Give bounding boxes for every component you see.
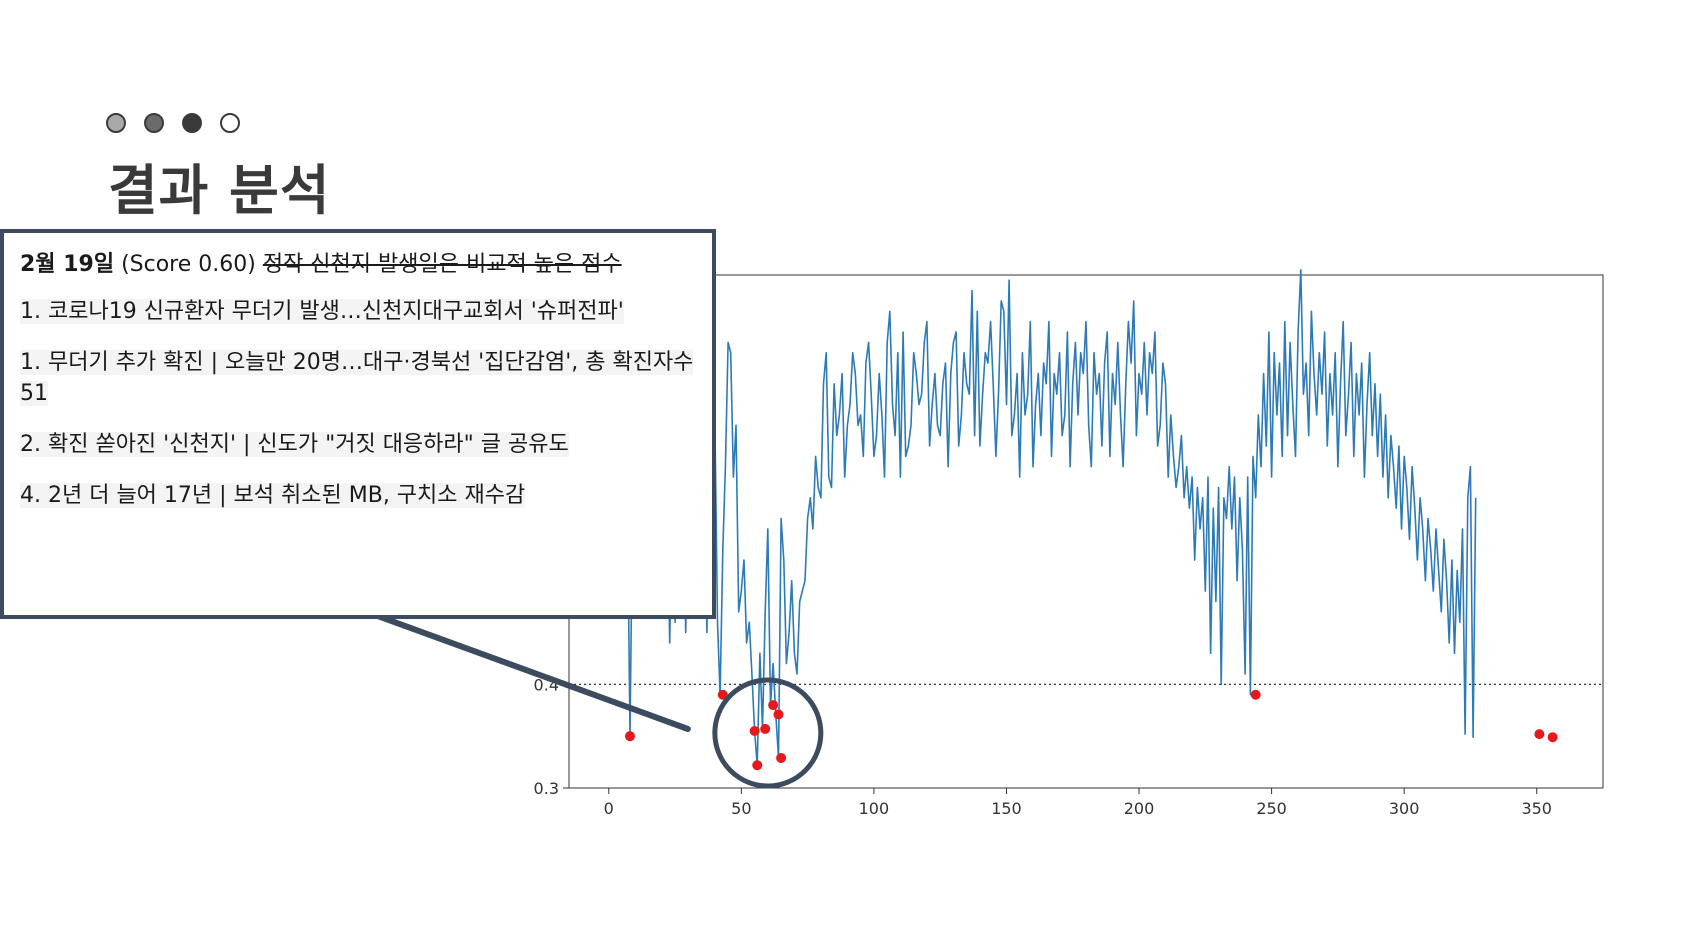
x-tick-label: 250 xyxy=(1256,799,1287,818)
callout-struck-note: 정작 신천지 발생일은 비교적 높은 점수 xyxy=(262,252,622,277)
anomaly-point xyxy=(752,760,763,771)
anomaly-point xyxy=(760,723,771,734)
news-item: 4. 2년 더 늘어 17년 | 보석 취소된 MB, 구치소 재수감 xyxy=(20,483,526,508)
anomaly-point xyxy=(624,731,635,742)
x-tick-label: 100 xyxy=(859,799,890,818)
callout-heading: 2월 19일 (Score 0.60) 정작 신천지 발생일은 비교적 높은 점… xyxy=(20,249,698,280)
nav-dot-3-current[interactable] xyxy=(182,113,202,133)
news-item: 1. 무더기 추가 확진 | 오늘만 20명…대구·경북선 '집단감염', 총 … xyxy=(20,350,694,406)
nav-dot-4[interactable] xyxy=(220,113,240,133)
anomaly-point xyxy=(776,752,787,763)
nav-dot-2[interactable] xyxy=(144,113,164,133)
anomaly-point xyxy=(1547,732,1558,743)
news-item: 1. 코로나19 신규환자 무더기 발생…신천지대구교회서 '슈퍼전파' xyxy=(20,299,624,324)
score-series-line xyxy=(608,268,1477,767)
x-tick-label: 300 xyxy=(1389,799,1420,818)
x-tick-label: 0 xyxy=(604,799,614,818)
anomaly-point xyxy=(717,689,728,700)
x-tick-label: 200 xyxy=(1124,799,1155,818)
anomaly-layer xyxy=(624,689,1558,771)
anomaly-point xyxy=(1534,729,1545,740)
plot-area-frame xyxy=(568,274,1604,789)
series-layer xyxy=(608,268,1477,767)
nav-dot-1[interactable] xyxy=(106,113,126,133)
page-title: 결과 분석 xyxy=(108,159,331,222)
x-tick-label: 150 xyxy=(991,799,1022,818)
anomaly-point xyxy=(1250,689,1261,700)
chart-frame xyxy=(568,274,1604,789)
slide-nav-dots xyxy=(106,113,240,133)
news-item: 2. 확진 쏟아진 '신천지' | 신도가 "거짓 대응하라" 글 공유도 xyxy=(20,432,569,457)
callout-box: 2월 19일 (Score 0.60) 정작 신천지 발생일은 비교적 높은 점… xyxy=(0,229,716,619)
anomaly-point xyxy=(768,700,779,711)
anomaly-point xyxy=(749,726,760,736)
callout-score: (Score 0.60) xyxy=(121,252,256,277)
news-list: 1. 코로나19 신규환자 무더기 발생…신천지대구교회서 '슈퍼전파' 1. … xyxy=(20,296,698,511)
callout-pointer-line xyxy=(372,612,691,732)
anomaly-point xyxy=(773,709,784,720)
y-tick-label: 0.3 xyxy=(534,779,559,798)
x-tick-label: 350 xyxy=(1521,799,1552,818)
callout-highlight-circle xyxy=(712,677,824,789)
x-tick-label: 50 xyxy=(731,799,751,818)
callout-pointer-layer xyxy=(372,612,824,789)
callout-date: 2월 19일 xyxy=(20,252,115,277)
